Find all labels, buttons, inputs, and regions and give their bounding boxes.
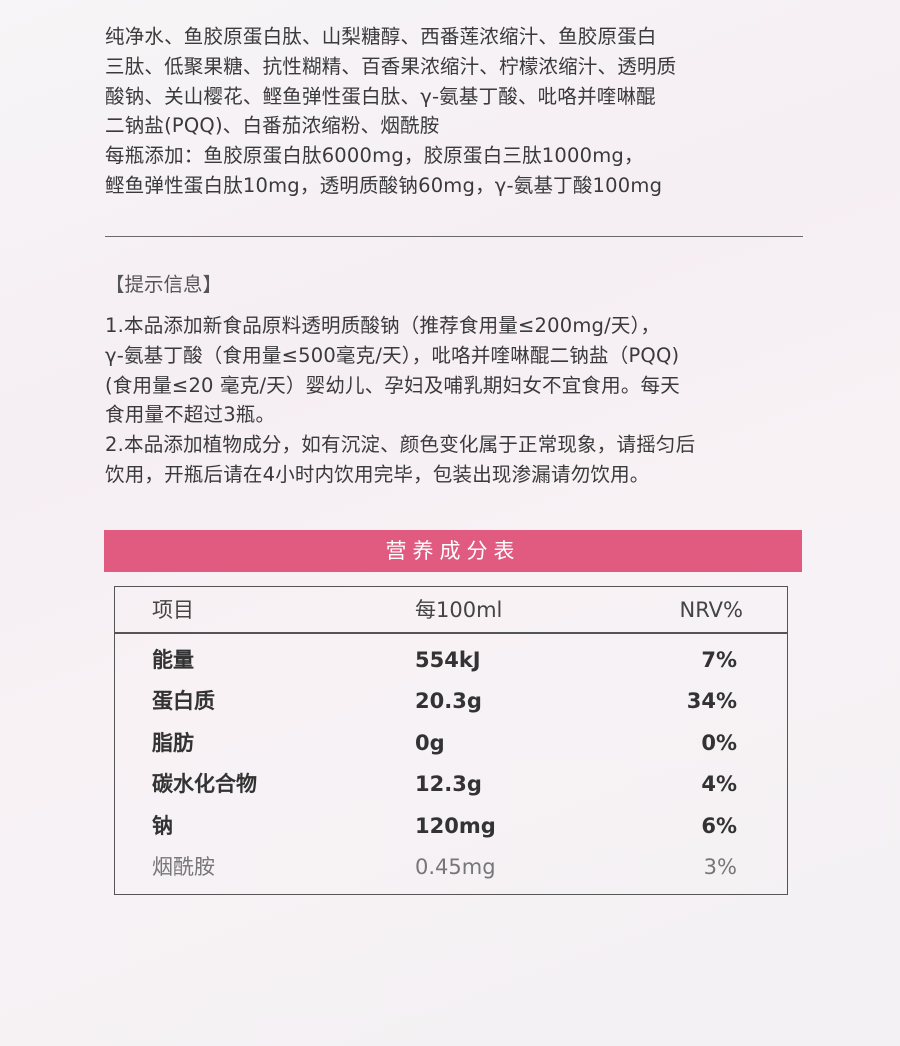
nutrient-name: 钠 [152, 814, 173, 838]
table-row: 蛋白质 20.3g 34% [115, 681, 787, 721]
nutrition-title-bar: 营养成分表 [104, 530, 802, 572]
ingredients-line: 酸钠、关山樱花、鲣鱼弹性蛋白肽、γ-氨基丁酸、吡咯并喹啉醌 [105, 84, 656, 108]
header-per-100ml: 每100ml [415, 598, 503, 622]
ingredients-line: 纯净水、鱼胶原蛋白肽、山梨糖醇、西番莲浓缩汁、鱼胶原蛋白 [105, 25, 657, 48]
table-header-row: 项目 每100ml NRV% [115, 590, 787, 630]
nutrient-amount: 120mg [415, 814, 496, 838]
header-item: 项目 [152, 598, 194, 622]
nutrient-name: 能量 [152, 648, 194, 672]
ingredients-line: 鲣鱼弹性蛋白肽10mg，透明质酸钠60mg，γ-氨基丁酸100mg [105, 173, 663, 197]
tips-line: γ-氨基丁酸（食用量≤500毫克/天），吡咯并喹啉醌二钠盐（PQQ) [105, 343, 680, 367]
ingredients-line: 每瓶添加：鱼胶原蛋白肽6000mg，胶原蛋白三肽1000mg， [105, 144, 644, 168]
nutrient-name: 烟酰胺 [152, 855, 215, 879]
nutrient-amount: 0g [415, 731, 445, 755]
tips-text: 1.本品添加新食品原料透明质酸钠（推荐食用量≤200mg/天）， γ-氨基丁酸（… [105, 311, 805, 490]
header-divider [115, 632, 787, 634]
ingredients-text: 纯净水、鱼胶原蛋白肽、山梨糖醇、西番莲浓缩汁、鱼胶原蛋白 三肽、低聚果糖、抗性糊… [105, 22, 805, 201]
nutrient-nrv: 4% [701, 772, 737, 796]
header-nrv: NRV% [679, 598, 743, 622]
nutrient-nrv: 7% [701, 648, 737, 672]
nutrient-amount: 0.45mg [415, 855, 496, 879]
nutrient-nrv: 34% [686, 689, 737, 713]
nutrient-amount: 12.3g [415, 772, 482, 796]
nutrient-amount: 20.3g [415, 689, 482, 713]
table-row: 碳水化合物 12.3g 4% [115, 764, 787, 804]
nutrition-table: 项目 每100ml NRV% 能量 554kJ 7% 蛋白质 20.3g 34%… [114, 586, 788, 895]
nutrient-amount: 554kJ [415, 648, 481, 672]
tips-line: 2.本品添加植物成分，如有沉淀、颜色变化属于正常现象，请摇匀后 [105, 433, 696, 457]
table-row: 脂肪 0g 0% [115, 723, 787, 763]
tips-line: (食用量≤20 毫克/天）婴幼儿、孕妇及哺乳期妇女不宜食用。每天 [105, 373, 680, 397]
nutrient-name: 脂肪 [152, 731, 194, 755]
table-row: 能量 554kJ 7% [115, 640, 787, 680]
ingredients-line: 二钠盐(PQQ)、白番茄浓缩粉、烟酰胺 [105, 114, 440, 138]
tips-heading: 【提示信息】 [105, 273, 223, 296]
table-row: 钠 120mg 6% [115, 806, 787, 846]
nutrient-nrv: 3% [703, 855, 737, 879]
table-row: 烟酰胺 0.45mg 3% [115, 847, 787, 887]
tips-line: 1.本品添加新食品原料透明质酸钠（推荐食用量≤200mg/天）， [105, 314, 661, 337]
section-divider [105, 236, 803, 237]
ingredients-line: 三肽、低聚果糖、抗性糊精、百香果浓缩汁、柠檬浓缩汁、透明质 [105, 54, 677, 78]
nutrient-name: 蛋白质 [152, 689, 215, 713]
tips-line: 饮用，开瓶后请在4小时内饮用完毕，包装出现渗漏请勿饮用。 [105, 462, 650, 486]
nutrient-name: 碳水化合物 [152, 772, 257, 796]
nutrient-nrv: 0% [701, 731, 737, 755]
tips-line: 食用量不超过3瓶。 [105, 403, 276, 427]
nutrient-nrv: 6% [701, 814, 737, 838]
